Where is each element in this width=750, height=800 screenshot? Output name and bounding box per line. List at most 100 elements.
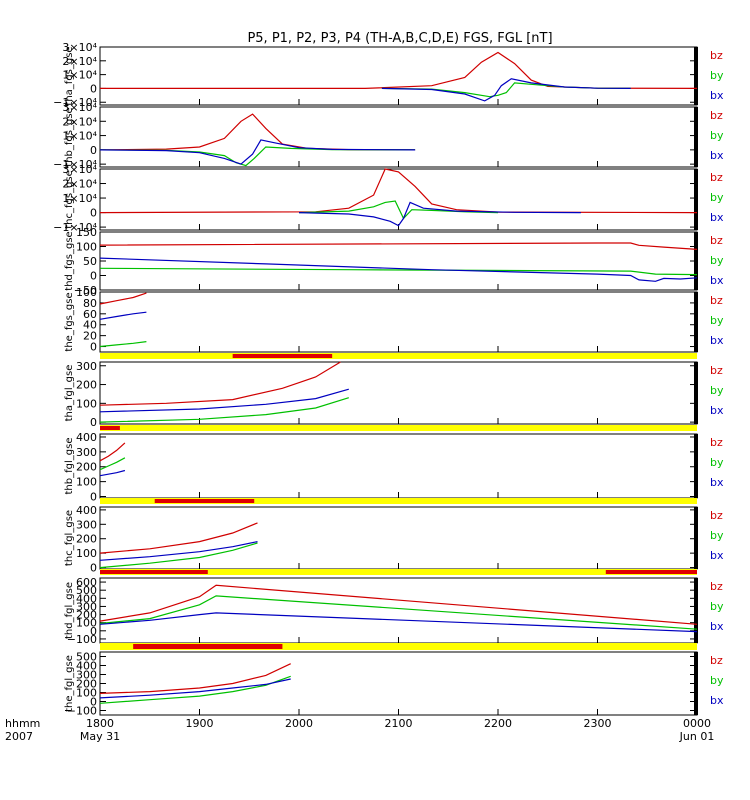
y-axis-label: the_fgs_gse xyxy=(64,292,75,351)
time-axis-label-hhmm: hhmm xyxy=(5,717,40,730)
y-tick-label: 400 xyxy=(76,660,97,673)
legend-by: by xyxy=(710,69,724,82)
legend-by: by xyxy=(710,129,724,142)
time-tick-label: 2300 xyxy=(584,717,612,730)
time-tick-label: 1900 xyxy=(186,717,214,730)
mode-bar-segment xyxy=(605,570,697,574)
y-tick-label: 400 xyxy=(76,504,97,517)
mode-bar xyxy=(100,353,697,359)
y-axis-label: thc_fgl_gse xyxy=(64,510,75,566)
y-tick-label: 60 xyxy=(83,308,97,321)
time-tick-label: 2000 xyxy=(285,717,313,730)
legend-by: by xyxy=(710,254,724,267)
mode-bar-segment xyxy=(154,499,255,503)
mode-bar-segment xyxy=(232,354,333,358)
y-axis-label: tha_fgs_gse xyxy=(64,46,75,105)
panel-frame xyxy=(99,577,698,644)
legend-by: by xyxy=(710,384,724,397)
y-tick-label: 200 xyxy=(76,533,97,546)
panel-edge-strip xyxy=(694,362,698,424)
y-tick-label: 1×10⁴ xyxy=(62,192,97,205)
y-tick-label: 100 xyxy=(76,547,97,560)
legend-bz: bz xyxy=(710,234,723,247)
y-tick-label: 100 xyxy=(76,241,97,254)
panel-frame xyxy=(99,291,698,353)
legend-bx: bx xyxy=(710,211,724,224)
y-tick-label: 200 xyxy=(76,461,97,474)
panel-edge-strip xyxy=(694,107,698,167)
legend-bx: bx xyxy=(710,149,724,162)
y-tick-label: 0 xyxy=(90,270,97,283)
y-axis-label: thd_fgs_gse xyxy=(64,231,75,290)
legend-bz: bz xyxy=(710,580,723,593)
series-bx-line xyxy=(99,469,126,477)
y-tick-label: 100 xyxy=(76,617,97,630)
y-tick-label: −1×10⁴ xyxy=(53,96,97,109)
panel-frame xyxy=(99,106,698,168)
legend-by: by xyxy=(710,191,724,204)
y-tick-label: 2×10⁴ xyxy=(62,115,97,128)
mode-bar xyxy=(100,498,697,504)
legend-bz: bz xyxy=(710,294,723,307)
panel-edge-strip xyxy=(694,507,698,569)
legend-bx: bx xyxy=(710,274,724,287)
y-tick-label: 100 xyxy=(76,687,97,700)
y-axis-label: thb_fgl_gse xyxy=(64,438,75,495)
panel-edge-strip xyxy=(694,47,698,105)
y-tick-label: 2×10⁴ xyxy=(62,55,97,68)
series-bx-line xyxy=(381,78,631,102)
y-tick-label: −1×10⁴ xyxy=(53,158,97,171)
panel-frame xyxy=(99,433,698,499)
panel-thb_fgl_gse: 400 300 200 100 0 thb_fgl_gse bz by bx xyxy=(64,431,724,504)
panel-edge-strip xyxy=(694,434,698,498)
y-tick-label: 80 xyxy=(83,297,97,310)
time-tick-date: May 31 xyxy=(80,730,120,743)
legend-bx: bx xyxy=(710,620,724,633)
y-tick-label: 100 xyxy=(76,286,97,299)
y-tick-label: 0 xyxy=(90,416,97,429)
panel-frame xyxy=(99,168,698,231)
time-tick-label: 2100 xyxy=(385,717,413,730)
mode-bar-segment xyxy=(100,570,208,574)
y-tick-label: 3×10⁴ xyxy=(62,163,97,176)
y-axis-label: tha_fgl_gse xyxy=(64,365,75,422)
panel-edge-strip xyxy=(694,292,698,352)
series-bx-line xyxy=(99,139,416,165)
mode-bar-segment xyxy=(100,426,120,430)
y-tick-label: 300 xyxy=(76,446,97,459)
y-tick-label: 0 xyxy=(90,341,97,354)
series-bz-line xyxy=(99,361,341,406)
y-tick-label: −1×10⁴ xyxy=(53,221,97,234)
series-bx-line xyxy=(99,612,698,633)
series-bx-line xyxy=(99,311,147,320)
panel-frame xyxy=(99,506,698,570)
legend-by: by xyxy=(710,600,724,613)
plot-title: P5, P1, P2, P3, P4 (TH-A,B,C,D,E) FGS, F… xyxy=(247,31,552,46)
y-tick-label: 100 xyxy=(76,397,97,410)
series-by-line xyxy=(99,542,258,569)
y-tick-label: 200 xyxy=(76,609,97,622)
time-tick-label: 2200 xyxy=(484,717,512,730)
legend-bz: bz xyxy=(710,49,723,62)
series-bz-line xyxy=(99,242,698,250)
legend-by: by xyxy=(710,456,724,469)
y-axis-label: thd_fgl_gse xyxy=(64,582,75,639)
y-tick-label: 3×10⁴ xyxy=(62,41,97,54)
series-by-line xyxy=(99,341,147,348)
panel-frame xyxy=(99,361,698,425)
mode-bar xyxy=(100,569,697,575)
series-bx-line xyxy=(99,257,698,282)
series-bz-line xyxy=(99,584,698,625)
y-tick-label: −100 xyxy=(67,705,97,718)
legend-bz: bz xyxy=(710,436,723,449)
legend-bz: bz xyxy=(710,171,723,184)
y-tick-label: 2×10⁴ xyxy=(62,178,97,191)
